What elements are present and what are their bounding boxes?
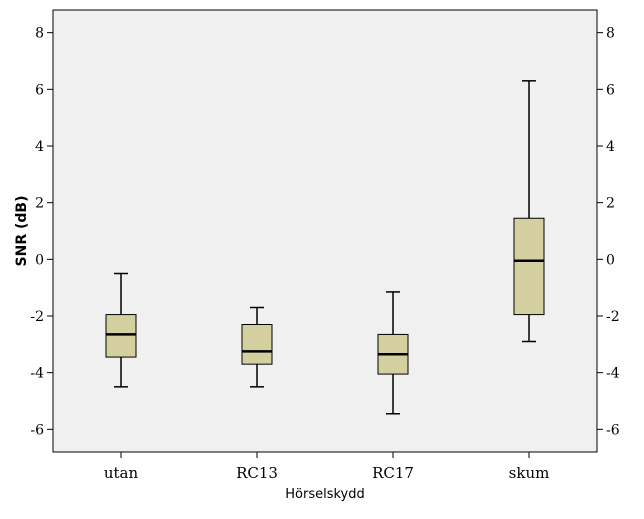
- y-axis-title: SNR (dB): [14, 196, 30, 267]
- box-iqr: [513, 217, 545, 316]
- y-tick-label-right: -2: [606, 309, 620, 325]
- y-tick-label-right: 6: [606, 82, 615, 98]
- y-tick-label-right: 2: [606, 196, 615, 212]
- x-tick-label: skum: [509, 464, 550, 482]
- axes-layer: -6 -6 -4 -4 -2 -2 0 0 2 2 4 4 6 6 8 8 utan RC13 RC17 skum: [30, 9, 620, 482]
- box-iqr: [105, 314, 137, 358]
- y-tick-label-left: 8: [35, 26, 44, 42]
- y-tick-label-left: -2: [30, 309, 44, 325]
- x-axis-title: Hörselskydd: [285, 487, 365, 502]
- y-tick-label-right: -6: [606, 422, 620, 438]
- y-tick-label-left: -4: [30, 366, 44, 382]
- y-tick-label-left: -6: [30, 422, 44, 438]
- y-tick-label-right: 0: [606, 252, 615, 268]
- plot-frame: [52, 9, 598, 453]
- x-tick-label: RC13: [236, 464, 278, 482]
- y-tick-label-right: 4: [606, 139, 615, 155]
- x-tick-label: RC17: [372, 464, 414, 482]
- y-tick-label-left: 4: [35, 139, 44, 155]
- y-tick-label-right: -4: [606, 366, 620, 382]
- y-tick-label-right: 8: [606, 26, 615, 42]
- plot-area: [53, 10, 597, 452]
- boxes-layer: [105, 80, 545, 415]
- y-tick-label-left: 2: [35, 196, 44, 212]
- y-tick-label-left: 6: [35, 82, 44, 98]
- y-tick-label-left: 0: [35, 252, 44, 268]
- x-tick-label: utan: [104, 464, 139, 482]
- box-iqr: [241, 324, 273, 365]
